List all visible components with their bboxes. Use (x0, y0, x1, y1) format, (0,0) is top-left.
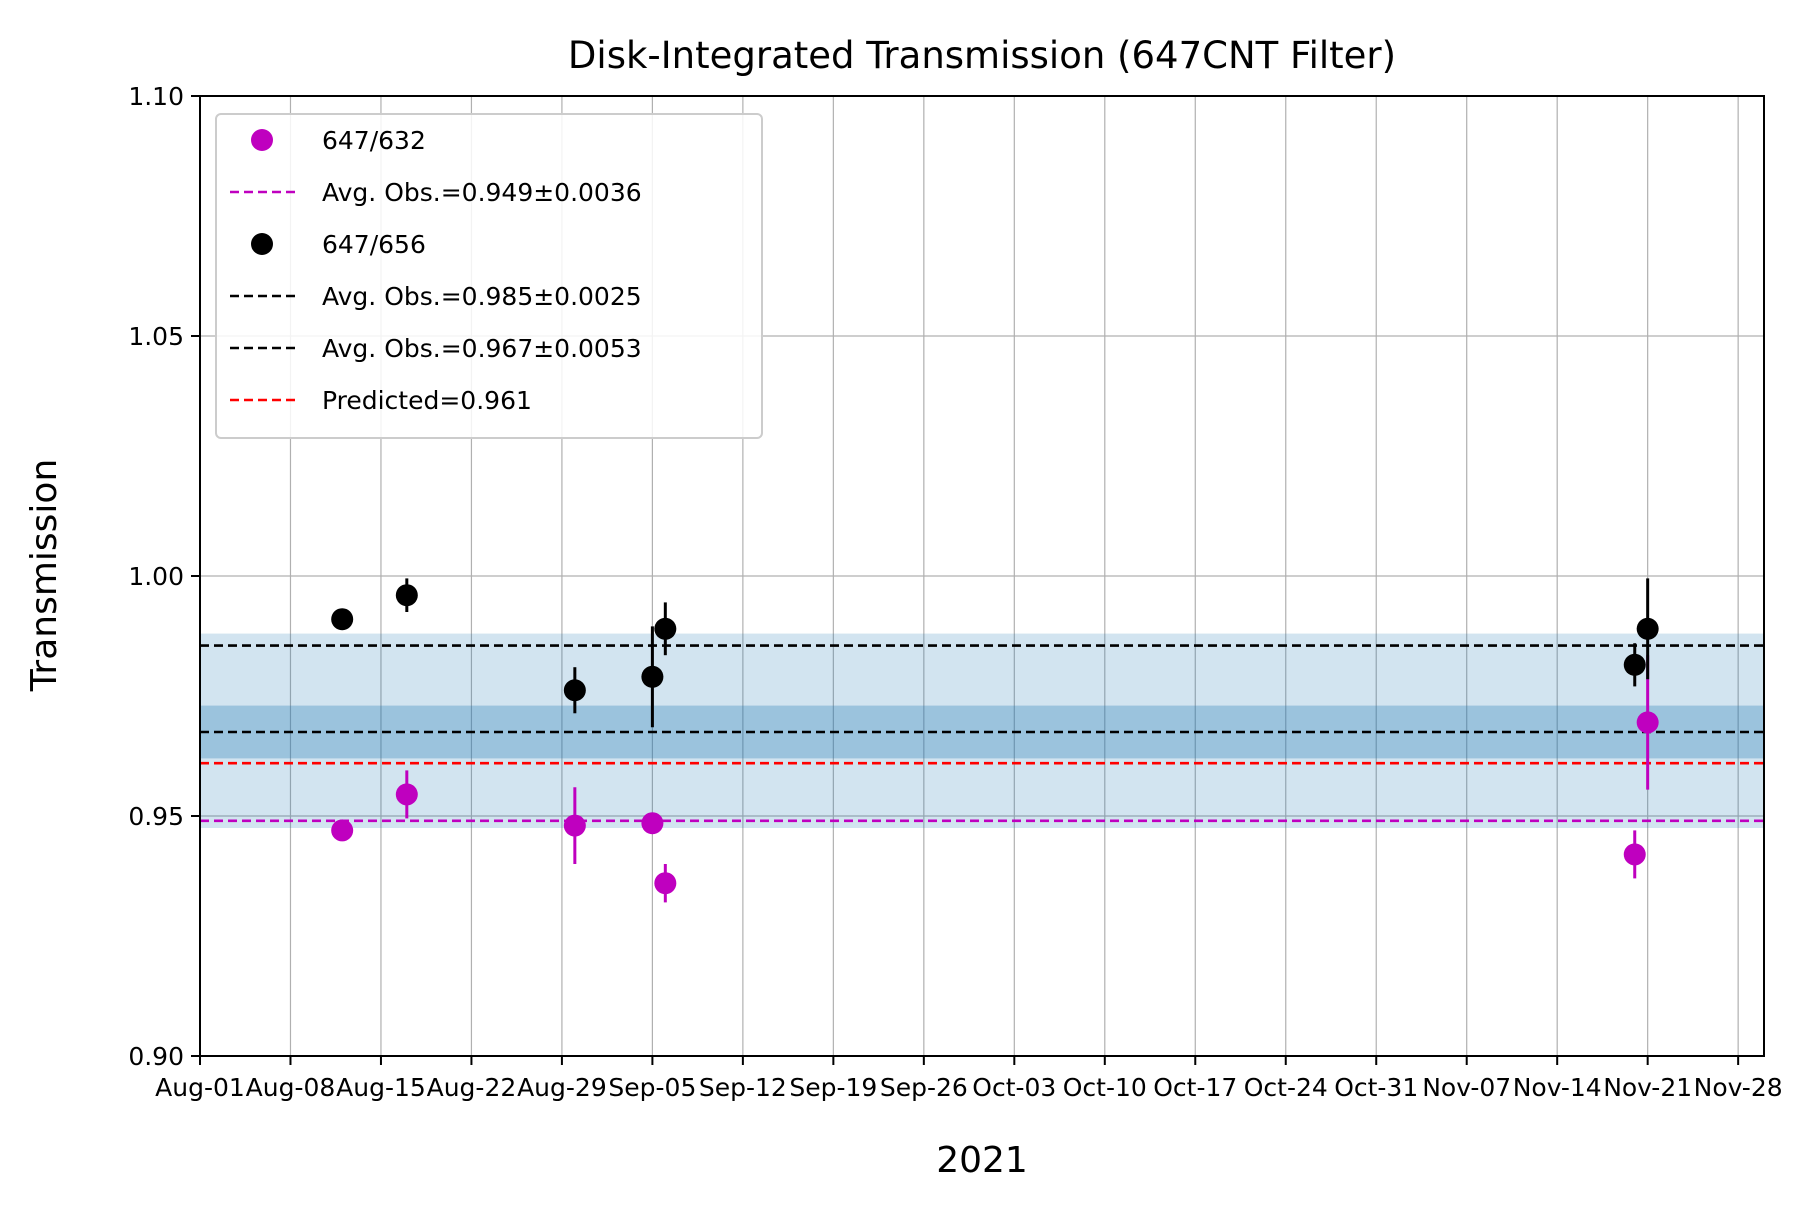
data-point (1623, 843, 1646, 866)
x-axis-title: 2021 (936, 1140, 1028, 1181)
x-tick-label: Aug-08 (246, 1073, 336, 1102)
data-point (1636, 711, 1659, 734)
legend-label: Avg. Obs.=0.949±0.0036 (322, 178, 642, 207)
data-point (1623, 653, 1646, 676)
data-point (641, 812, 664, 835)
x-tick-label: Oct-03 (972, 1073, 1056, 1102)
x-tick-label: Sep-19 (789, 1073, 877, 1102)
x-tick-label: Aug-01 (155, 1073, 245, 1102)
x-tick-label: Nov-14 (1513, 1073, 1602, 1102)
x-tick-label: Oct-24 (1244, 1073, 1328, 1102)
data-point (395, 783, 418, 806)
y-tick-label: 1.00 (128, 562, 184, 591)
x-tick-label: Sep-26 (880, 1073, 968, 1102)
legend-marker (251, 129, 273, 151)
x-tick-label: Nov-07 (1422, 1073, 1511, 1102)
x-tick-label: Oct-31 (1334, 1073, 1418, 1102)
x-tick-label: Oct-10 (1063, 1073, 1147, 1102)
x-tick-label: Aug-29 (517, 1073, 607, 1102)
x-tick-label: Sep-05 (608, 1073, 696, 1102)
chart-title: Disk-Integrated Transmission (647CNT Fil… (568, 34, 1396, 77)
legend-box (215, 113, 763, 439)
x-tick-label: Sep-12 (699, 1073, 787, 1102)
y-tick-label: 1.05 (128, 322, 184, 351)
legend-label: 647/632 (322, 126, 426, 155)
legend-label: Avg. Obs.=0.967±0.0053 (322, 334, 642, 363)
x-tick-label: Oct-17 (1153, 1073, 1237, 1102)
data-point (331, 608, 354, 631)
data-point (331, 819, 354, 842)
uncertainty-band (200, 705, 1764, 759)
x-tick-label: Aug-15 (336, 1073, 426, 1102)
legend-label: Predicted=0.961 (322, 386, 532, 415)
x-tick-label: Aug-22 (427, 1073, 517, 1102)
legend-label: 647/656 (322, 230, 426, 259)
legend: 647/632 Avg. Obs.=0.949±0.0036 647/656 Avg.… (215, 113, 763, 439)
legend-label: Avg. Obs.=0.985±0.0025 (322, 282, 642, 311)
legend-marker (251, 233, 273, 255)
data-point (563, 814, 586, 837)
data-point (395, 584, 418, 607)
y-tick-label: 0.95 (128, 802, 184, 831)
x-tick-label: Nov-28 (1694, 1073, 1783, 1102)
data-point (563, 679, 586, 702)
y-tick-label: 1.10 (128, 82, 184, 111)
data-point (1636, 617, 1659, 640)
y-tick-label: 0.90 (128, 1042, 184, 1071)
data-point (654, 617, 677, 640)
x-tick-label: Nov-21 (1603, 1073, 1692, 1102)
data-point (641, 665, 664, 688)
data-point (654, 872, 677, 895)
y-axis-title: Transmission (24, 459, 65, 693)
